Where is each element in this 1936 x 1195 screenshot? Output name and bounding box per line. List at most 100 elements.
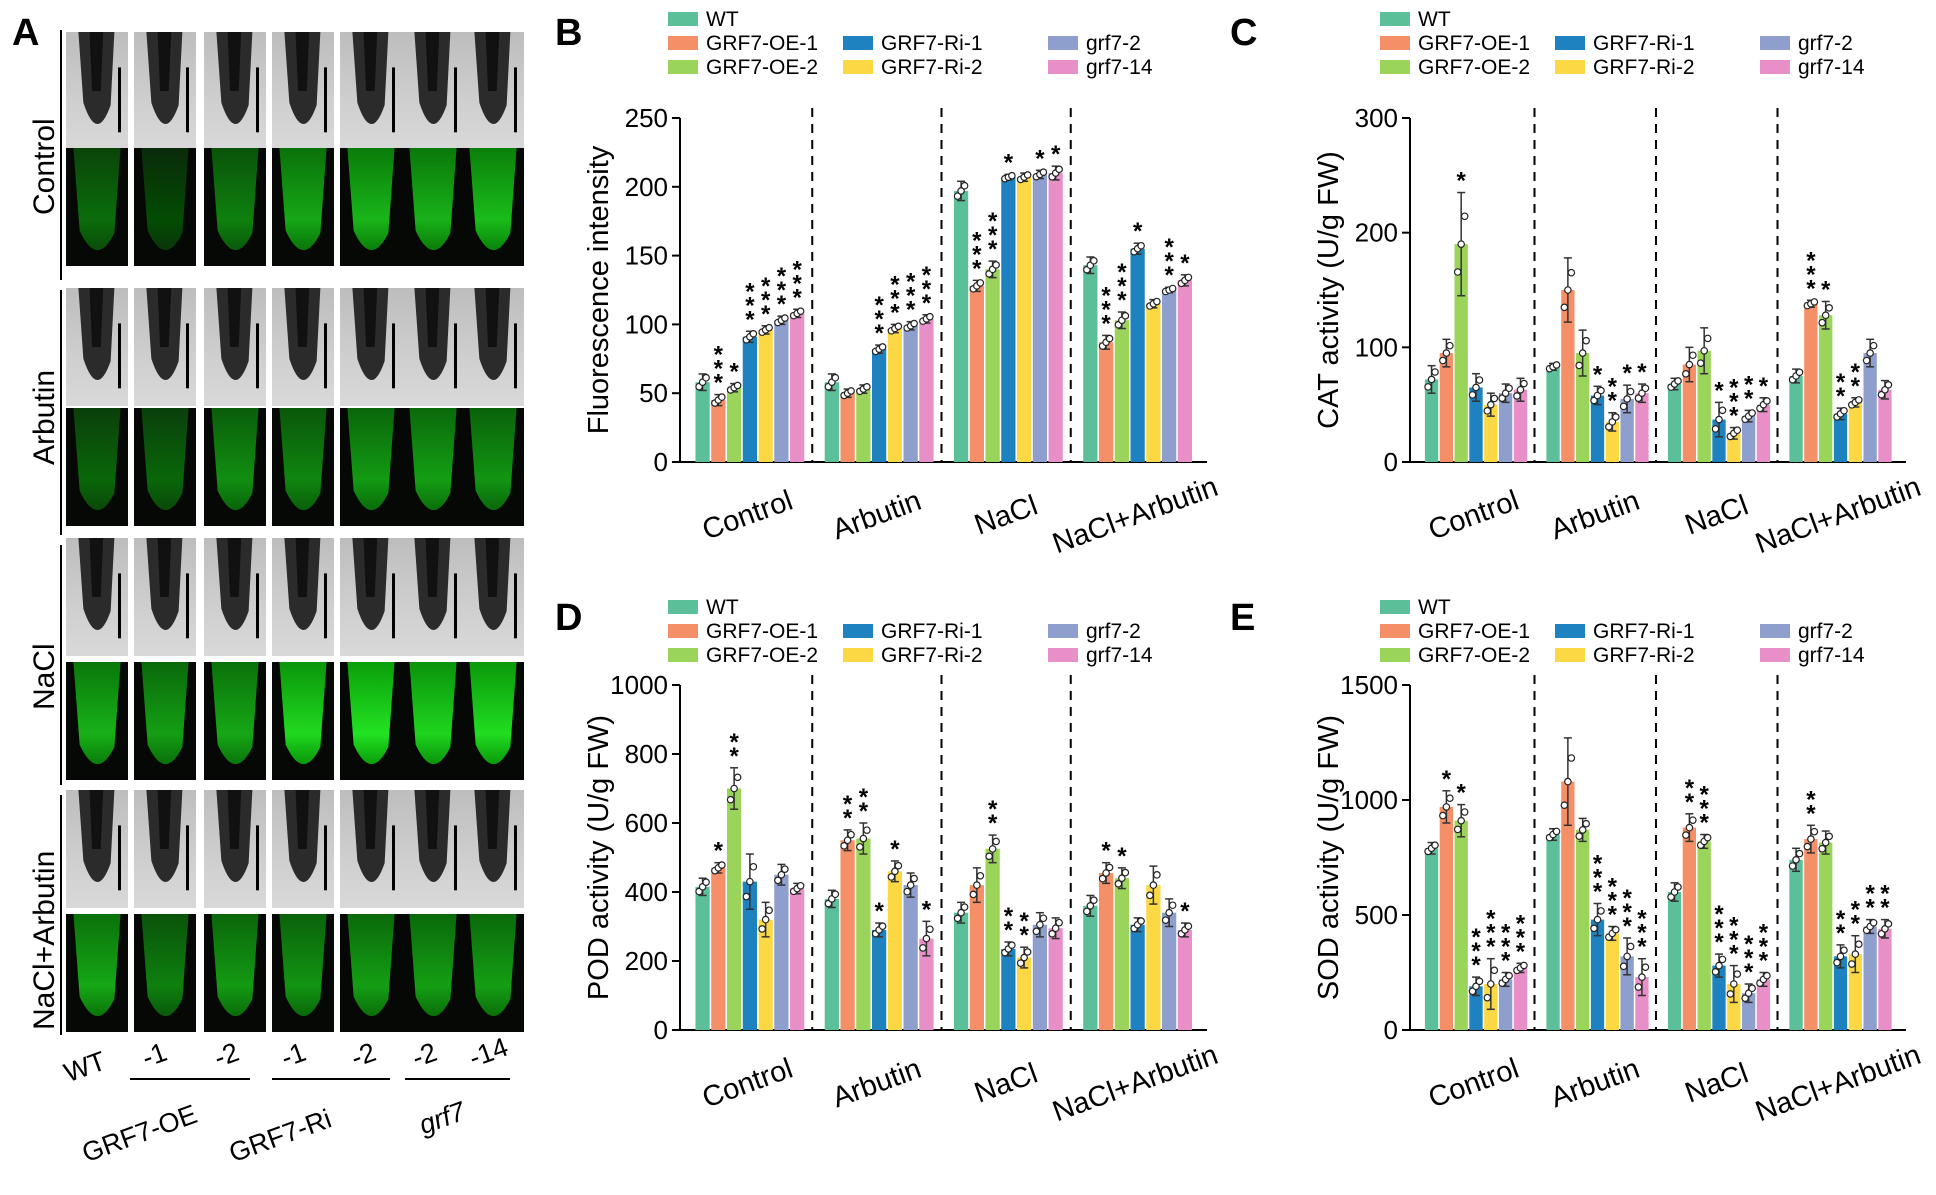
- data-point: [1590, 924, 1598, 933]
- data-point: [1578, 826, 1587, 834]
- data-point: [1715, 961, 1723, 970]
- data-point: [1483, 407, 1492, 415]
- data-point: [1730, 980, 1738, 988]
- y-tick-label: 100: [1355, 332, 1398, 362]
- y-axis-label: Fluorescence intensity: [583, 145, 615, 434]
- y-tick-label: 50: [639, 378, 668, 408]
- bar-grf7-14-Arbutin: [919, 938, 934, 1030]
- data-point: [1855, 396, 1863, 404]
- significance-mark: *: [972, 227, 982, 254]
- data-point: [1763, 397, 1771, 405]
- data-point: [1638, 389, 1646, 398]
- data-point: [1866, 349, 1874, 357]
- fluorescent-root-shape: [141, 148, 189, 251]
- fluorescent-root-shape: [73, 914, 121, 1017]
- significance-mark: *: [1744, 385, 1754, 412]
- data-point: [1118, 874, 1126, 883]
- data-point: [1086, 901, 1095, 910]
- significance-mark: *: [874, 320, 884, 347]
- bar-GRF7-Ri-1-Arbutin: [1590, 395, 1605, 462]
- legend-swatch-GRF7-OE-2: [1380, 648, 1410, 662]
- data-point: [1593, 391, 1602, 400]
- fluorescence-image: [204, 408, 266, 526]
- significance-mark: *: [890, 836, 900, 863]
- fluorescent-root-shape: [347, 662, 395, 765]
- brightfield-image: [134, 32, 196, 150]
- data-point: [765, 323, 773, 332]
- bar-GRF7-OE-1-NaCl: [969, 885, 984, 1030]
- scale-bar: [256, 323, 259, 389]
- bar-GRF7-Ri-2-Arbutin: [1605, 421, 1619, 462]
- data-point: [1023, 171, 1032, 179]
- data-point: [1472, 383, 1480, 392]
- bar-GRF7-Ri-2-NaCl: [1017, 957, 1032, 1030]
- x-category-label-Control: Control: [698, 1053, 797, 1115]
- significance-mark: *: [1180, 250, 1190, 277]
- data-point: [1726, 990, 1735, 998]
- bar-grf7-14-Control: [1513, 389, 1528, 462]
- bar-grf7-14-NaCl+Arbutin: [1177, 280, 1193, 462]
- data-point: [1468, 391, 1477, 399]
- legend-swatch-GRF7-OE-2: [668, 648, 698, 662]
- significance-mark: *: [1019, 908, 1029, 935]
- fluorescent-root-shape: [409, 914, 457, 1017]
- bar-GRF7-OE-2-NaCl: [1697, 350, 1711, 462]
- data-point: [1623, 395, 1631, 403]
- legend-swatch-WT: [1380, 600, 1410, 614]
- y-tick-label: 0: [1384, 1015, 1398, 1045]
- significance-mark: *: [1806, 247, 1816, 274]
- significance-mark: *: [1836, 906, 1846, 933]
- data-point: [847, 387, 855, 395]
- significance-mark: *: [1637, 934, 1647, 961]
- data-point: [1090, 896, 1098, 905]
- legend-label-GRF7-OE-2: GRF7-OE-2: [706, 56, 818, 79]
- fluorescence-image: [272, 148, 334, 266]
- significance-mark: *: [1714, 915, 1724, 942]
- legend-label-grf7-2: grf7-2: [1086, 620, 1141, 643]
- significance-mark: *: [1851, 911, 1861, 938]
- data-point: [1733, 970, 1742, 978]
- data-point: [1821, 838, 1830, 847]
- x-category-label-Control: Control: [1424, 485, 1523, 547]
- bar-grf7-14-Control: [790, 888, 805, 1030]
- data-point: [1036, 920, 1044, 929]
- legend-label-grf7-2: grf7-2: [1086, 32, 1141, 55]
- data-point: [863, 383, 871, 391]
- data-point: [1851, 950, 1860, 958]
- legend-swatch-GRF7-Ri-2: [843, 60, 873, 74]
- data-point: [831, 890, 840, 899]
- brightfield-image: [462, 538, 524, 656]
- significance-mark: *: [714, 356, 724, 383]
- panel-a: A Control Arbutin NaCl NaCl+Arbutin WT -…: [0, 0, 560, 1195]
- fluorescent-root-shape: [141, 408, 189, 511]
- data-point: [985, 852, 993, 861]
- significance-mark: *: [1608, 874, 1618, 901]
- significance-mark: *: [1821, 276, 1831, 303]
- data-point: [910, 874, 918, 883]
- root-stele: [89, 538, 104, 597]
- significance-mark: *: [874, 292, 884, 319]
- significance-mark: *: [1486, 906, 1496, 933]
- data-point: [1700, 346, 1708, 355]
- data-point: [1427, 375, 1436, 384]
- data-point: [863, 826, 871, 834]
- data-point: [1641, 384, 1650, 393]
- bar-GRF7-OE-2-Arbutin: [856, 389, 871, 462]
- root-stele: [425, 790, 440, 849]
- significance-mark: *: [1700, 782, 1710, 809]
- legend-label-GRF7-OE-2: GRF7-OE-2: [706, 644, 818, 667]
- data-point: [1098, 874, 1107, 883]
- data-point: [1567, 268, 1576, 277]
- significance-mark: *: [1836, 383, 1846, 410]
- significance-mark: *: [1164, 234, 1174, 261]
- data-point: [1575, 832, 1583, 840]
- x-category-label-NaCl: NaCl: [1681, 1057, 1753, 1109]
- bar-GRF7-OE-1-NaCl+Arbutin: [1098, 873, 1114, 1030]
- significance-mark: *: [1516, 938, 1526, 965]
- data-point: [1810, 827, 1819, 836]
- data-point: [1184, 922, 1193, 931]
- bar-GRF7-Ri-2-Control: [1484, 404, 1498, 462]
- significance-mark: *: [714, 370, 724, 397]
- data-point: [1520, 379, 1528, 388]
- data-point: [1840, 946, 1848, 954]
